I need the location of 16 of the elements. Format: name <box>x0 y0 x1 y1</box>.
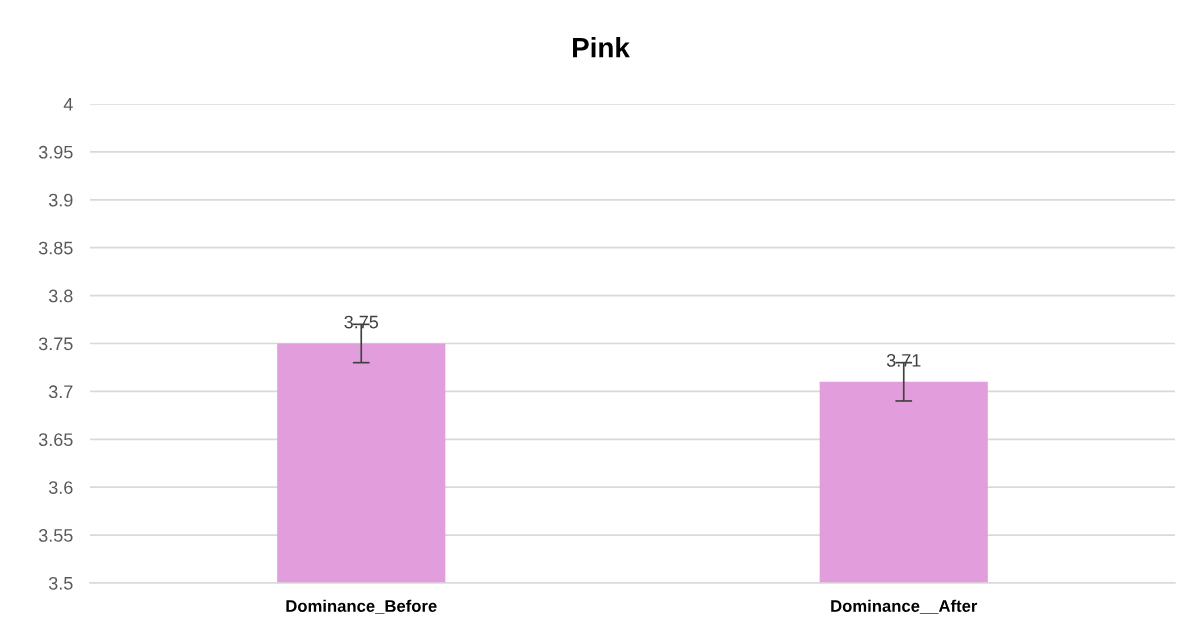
y-tick-label: 3.85 <box>38 241 73 255</box>
y-tick-label: 3.95 <box>38 145 73 159</box>
y-tick-label: 3.55 <box>38 529 73 542</box>
y-tick-label: 3.65 <box>38 433 73 447</box>
data-label: 3.71 <box>886 353 921 367</box>
y-tick-label: 3.8 <box>48 289 73 303</box>
chart-title: Pink <box>573 37 630 58</box>
x-tick-label: Dominance_Before <box>286 599 437 614</box>
y-tick-label: 4 <box>63 98 73 111</box>
y-tick-label: 3.5 <box>48 576 73 590</box>
data-label: 3.75 <box>344 315 379 329</box>
x-tick-label: Dominance__After <box>831 599 978 614</box>
y-tick-label: 3.75 <box>38 337 73 351</box>
y-tick-label: 3.6 <box>48 481 73 494</box>
y-tick-label: 3.7 <box>48 385 73 399</box>
y-tick-label: 3.9 <box>48 193 73 207</box>
